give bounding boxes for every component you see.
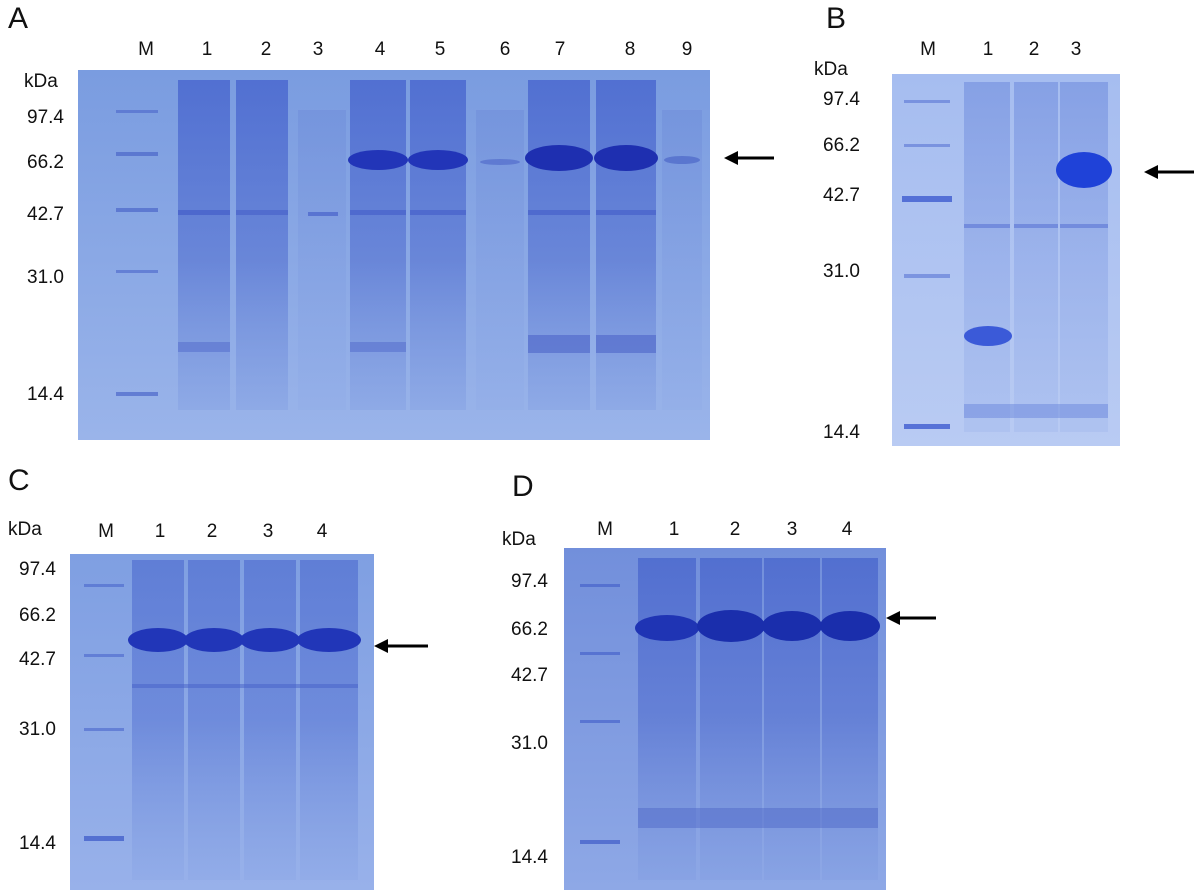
panel-b-lane-3: 3 xyxy=(1070,39,1082,60)
panel-c-marker-14-4: 14.4 xyxy=(19,833,56,854)
panel-d-marker-97-4: 97.4 xyxy=(511,571,548,592)
panel-d-lane-3: 3 xyxy=(786,519,798,540)
panel-a-marker-42-7: 42.7 xyxy=(27,204,64,225)
panel-c-lane-2: 2 xyxy=(206,521,218,542)
panel-b-arrow-icon xyxy=(1144,165,1194,179)
panel-c-gel-graphic xyxy=(70,554,374,890)
panel-a-marker-31-0: 31.0 xyxy=(27,267,64,288)
panel-d-lane-m: M xyxy=(597,519,613,540)
panel-d-marker-66-2: 66.2 xyxy=(511,619,548,640)
panel-a-lane-6: 6 xyxy=(499,39,511,60)
panel-b-unit: kDa xyxy=(814,59,848,80)
panel-c-lane-1: 1 xyxy=(154,521,166,542)
panel-d-marker-42-7: 42.7 xyxy=(511,665,548,686)
panel-b-marker-14-4: 14.4 xyxy=(823,422,860,443)
panel-a-lane-8: 8 xyxy=(624,39,636,60)
panel-d-gel-graphic xyxy=(564,548,886,890)
panel-d-lane-2: 2 xyxy=(729,519,741,540)
panel-a-lane-7: 7 xyxy=(554,39,566,60)
panel-a-gel-graphic xyxy=(78,70,710,440)
panel-c-lane-4: 4 xyxy=(316,521,328,542)
panel-a-lane-3: 3 xyxy=(312,39,324,60)
panel-a-marker-97-4: 97.4 xyxy=(27,107,64,128)
panel-a-lane-2: 2 xyxy=(260,39,272,60)
panel-d-gel-image xyxy=(564,548,886,890)
panel-d-lane-4: 4 xyxy=(841,519,853,540)
panel-d-lane-1: 1 xyxy=(668,519,680,540)
panel-a-lane-5: 5 xyxy=(434,39,446,60)
panel-b-lane-1: 1 xyxy=(982,39,994,60)
panel-a-unit: kDa xyxy=(24,71,58,92)
panel-a-arrow-icon xyxy=(724,151,774,165)
panel-a-lane-9: 9 xyxy=(681,39,693,60)
panel-c-gel-image xyxy=(70,554,374,890)
panel-b-gel-image xyxy=(892,74,1120,446)
panel-c-arrow-icon xyxy=(374,639,428,653)
panel-a-lane-1: 1 xyxy=(201,39,213,60)
panel-b-letter: B xyxy=(826,2,847,35)
panel-a-marker-14-4: 14.4 xyxy=(27,384,64,405)
panel-c-unit: kDa xyxy=(8,519,42,540)
panel-b-marker-66-2: 66.2 xyxy=(823,135,860,156)
panel-c-marker-42-7: 42.7 xyxy=(19,649,56,670)
panel-c-lane-3: 3 xyxy=(262,521,274,542)
panel-a-letter: A xyxy=(8,2,29,35)
panel-d-arrow-icon xyxy=(886,611,936,625)
panel-b-gel-graphic xyxy=(892,74,1120,446)
panel-d-unit: kDa xyxy=(502,529,536,550)
panel-b-lane-2: 2 xyxy=(1028,39,1040,60)
panel-a-lane-4: 4 xyxy=(374,39,386,60)
panel-c-marker-97-4: 97.4 xyxy=(19,559,56,580)
panel-d-letter: D xyxy=(512,470,534,503)
panel-a-marker-66-2: 66.2 xyxy=(27,152,64,173)
panel-a-gel-image xyxy=(78,70,710,440)
panel-a-lane-m: M xyxy=(138,39,154,60)
panel-b-marker-31-0: 31.0 xyxy=(823,261,860,282)
panel-c-letter: C xyxy=(8,464,30,497)
panel-c-marker-31-0: 31.0 xyxy=(19,719,56,740)
panel-c-lane-m: M xyxy=(98,521,114,542)
panel-b-lane-m: M xyxy=(920,39,936,60)
panel-d-marker-14-4: 14.4 xyxy=(511,847,548,868)
panel-c-marker-66-2: 66.2 xyxy=(19,605,56,626)
panel-b-marker-42-7: 42.7 xyxy=(823,185,860,206)
panel-d-marker-31-0: 31.0 xyxy=(511,733,548,754)
panel-b-marker-97-4: 97.4 xyxy=(823,89,860,110)
